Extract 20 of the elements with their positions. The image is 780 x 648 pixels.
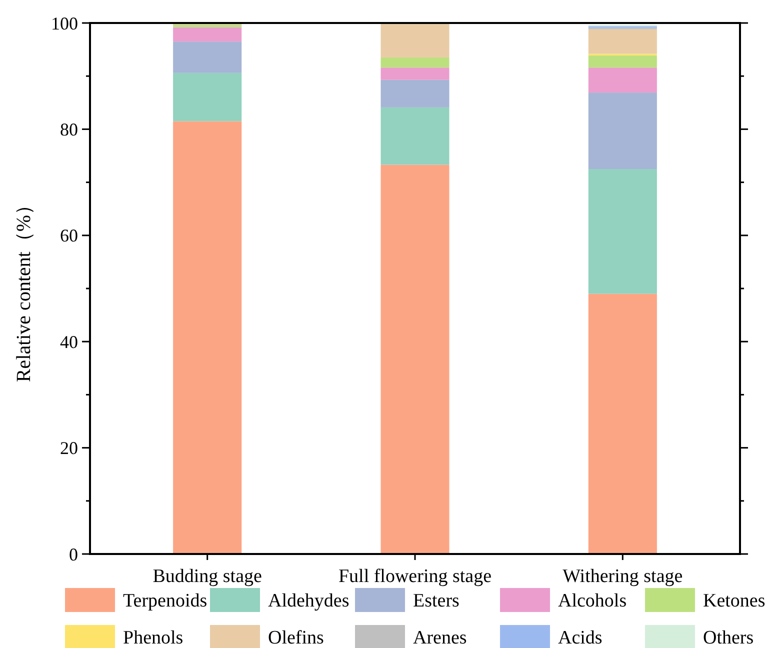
y-tick-label: 40 — [60, 332, 78, 352]
legend-label: Acids — [558, 628, 602, 648]
legend-label: Terpenoids — [123, 590, 208, 612]
legend-label: Arenes — [413, 628, 467, 648]
x-tick-label: Full flowering stage — [338, 566, 492, 587]
y-tick-label: 80 — [60, 120, 78, 140]
y-axis-title: Relative content（%） — [13, 194, 35, 382]
x-tick-label: Withering stage — [562, 566, 683, 587]
legend-label: Phenols — [123, 628, 184, 648]
legend-label: Esters — [413, 590, 460, 612]
y-tick-label: 20 — [60, 438, 78, 458]
legend-label: Olefins — [268, 628, 324, 648]
y-tick-label: 60 — [60, 226, 78, 246]
legend-label: Aldehydes — [268, 590, 350, 612]
legend-label: Ketones — [703, 590, 766, 612]
y-tick-label: 0 — [69, 544, 78, 564]
x-tick-label: Budding stage — [152, 566, 262, 587]
y-tick-label: 100 — [51, 13, 78, 34]
legend-label: Others — [703, 628, 754, 648]
legend-label: Alcohols — [558, 590, 627, 612]
